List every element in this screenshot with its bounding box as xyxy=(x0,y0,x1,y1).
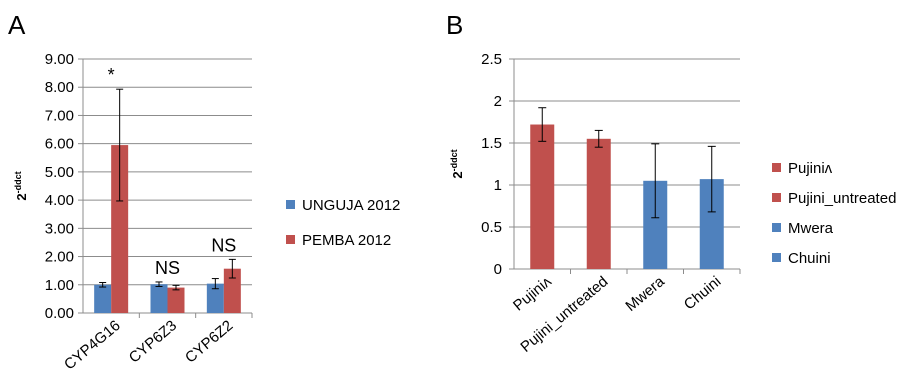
y-tick-label: 8.00 xyxy=(45,79,74,96)
x-tick-label: CYP4G16 xyxy=(61,317,124,373)
bar xyxy=(167,287,185,313)
legend-swatch xyxy=(772,223,781,232)
legend-entry: Pujini_untreated xyxy=(788,190,896,207)
legend-entry: Pujiniʌ xyxy=(788,160,833,177)
y-tick-label: 9.00 xyxy=(45,51,74,68)
y-tick-label: 7.00 xyxy=(45,107,74,124)
y-axis-label: 2-ddct xyxy=(449,149,465,178)
legend-entry: UNGUJA 2012 xyxy=(302,197,400,214)
y-tick-label: 0 xyxy=(494,261,502,278)
x-tick-label: CYP6Z3 xyxy=(126,317,180,366)
bar xyxy=(206,283,224,313)
legend-entry: PEMBA 2012 xyxy=(302,232,391,249)
panel-label-b: B xyxy=(446,10,463,40)
y-tick-label: 1.00 xyxy=(45,277,74,294)
y-tick-label: 2.00 xyxy=(45,249,74,266)
legend-swatch xyxy=(772,163,781,172)
y-tick-label: 2.5 xyxy=(481,51,502,68)
significance-label: * xyxy=(108,65,115,85)
x-tick-label: Chuini xyxy=(681,273,725,313)
x-tick-label: CYP6Z2 xyxy=(182,317,236,366)
y-tick-label: 2 xyxy=(494,93,502,110)
y-tick-label: 0.5 xyxy=(481,219,502,236)
legend-swatch xyxy=(772,193,781,202)
y-tick-label: 0.00 xyxy=(45,305,74,322)
chart-b: 0 0.5 1 1.5 2 2.5 Pujiniʌ Pujini_untreated Mwera… xyxy=(449,51,896,356)
panel-label-a: A xyxy=(8,10,26,40)
legend-swatch xyxy=(286,235,295,244)
x-tick-label: Mwera xyxy=(622,273,668,315)
y-axis-label: 2-ddct xyxy=(13,171,29,200)
chart-a: 0.00 1.00 2.00 3.00 4.00 5.00 6.00 7.00 8.00 9.00… xyxy=(13,51,400,373)
legend-swatch xyxy=(286,200,295,209)
y-tick-label: 1.5 xyxy=(481,135,502,152)
bar xyxy=(223,268,241,313)
legend-entry: Chuini xyxy=(788,250,831,267)
x-tick-label: Pujiniʌ xyxy=(510,273,555,315)
bar xyxy=(586,138,611,269)
legend-swatch xyxy=(772,253,781,262)
legend-entry: Mwera xyxy=(788,220,834,237)
y-tick-label: 1 xyxy=(494,177,502,194)
significance-label: NS xyxy=(155,258,180,278)
y-tick-label: 3.00 xyxy=(45,220,74,237)
y-tick-label: 6.00 xyxy=(45,136,74,153)
bar xyxy=(530,124,555,270)
bar xyxy=(94,284,112,313)
significance-label: NS xyxy=(211,235,236,255)
bar xyxy=(111,145,129,313)
bar xyxy=(150,284,168,313)
y-tick-label: 4.00 xyxy=(45,192,74,209)
y-tick-label: 5.00 xyxy=(45,164,74,181)
